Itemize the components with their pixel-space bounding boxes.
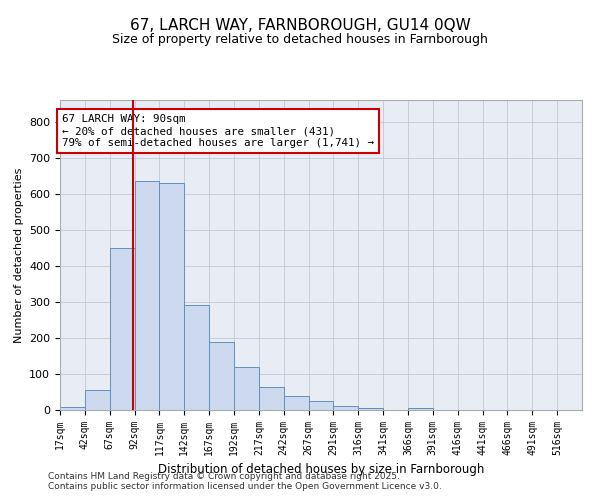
Bar (85, 390, 110, 410)
Bar (334, 406, 358, 410)
Bar (358, 408, 383, 410)
Text: Size of property relative to detached houses in Farnborough: Size of property relative to detached ho… (112, 32, 488, 46)
X-axis label: Distribution of detached houses by size in Farnborough: Distribution of detached houses by size … (158, 464, 484, 476)
Bar (408, 408, 433, 410)
Bar (160, 183, 184, 410)
Bar (234, 366, 259, 410)
Bar (259, 386, 284, 410)
Bar (209, 342, 234, 410)
Bar (110, 248, 134, 410)
Bar (184, 306, 209, 410)
Bar (308, 401, 334, 410)
Bar (284, 396, 308, 410)
Text: Contains HM Land Registry data © Crown copyright and database right 2025.: Contains HM Land Registry data © Crown c… (48, 472, 400, 481)
Text: Contains public sector information licensed under the Open Government Licence v3: Contains public sector information licen… (48, 482, 442, 491)
Bar (134, 181, 160, 410)
Text: 67 LARCH WAY: 90sqm
← 20% of detached houses are smaller (431)
79% of semi-detac: 67 LARCH WAY: 90sqm ← 20% of detached ho… (62, 114, 374, 148)
Y-axis label: Number of detached properties: Number of detached properties (14, 168, 23, 342)
Bar (60, 407, 85, 410)
Text: 67, LARCH WAY, FARNBOROUGH, GU14 0QW: 67, LARCH WAY, FARNBOROUGH, GU14 0QW (130, 18, 470, 32)
